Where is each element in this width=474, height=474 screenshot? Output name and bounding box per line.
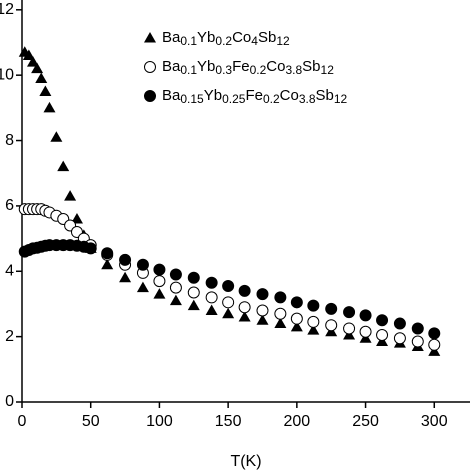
data-point [64,190,77,201]
data-point [307,315,320,328]
data-point [119,253,132,266]
x-tick-label: 300 [421,413,448,430]
data-point [393,317,406,330]
y-tick-label: 0 [5,393,14,410]
data-point [136,281,149,293]
data-point [136,258,149,271]
x-axis-label: T(K) [230,453,261,470]
data-point [256,288,269,301]
x-tick-label: 50 [82,413,100,430]
data-point [205,304,218,315]
data-point [169,281,182,294]
legend-label: Ba0.15Yb0.25Fe0.2Co3.8Sb12 [162,87,348,106]
data-point [35,72,48,83]
data-point [39,85,52,97]
data-point [169,294,182,306]
data-point [50,131,63,142]
data-point [22,49,35,61]
data-point [343,306,356,319]
data-point [411,322,424,335]
data-point [187,271,200,284]
data-point [290,296,303,309]
data-point [325,302,338,315]
data-point [274,291,287,304]
data-point [428,327,441,340]
data-point [307,324,320,335]
data-point [57,160,70,172]
y-tick-label: 2 [5,328,14,345]
data-point [153,275,166,288]
legend-marker [144,61,156,73]
data-point [428,338,441,351]
data-point [187,299,200,311]
data-point [222,296,235,309]
data-point [359,309,372,322]
data-point [187,286,200,299]
data-point [343,322,356,335]
data-point [290,320,303,332]
data-point [43,101,56,113]
y-tick-label: 12 [0,1,14,18]
data-point [84,242,97,255]
data-point [376,329,389,341]
data-point [153,263,166,276]
legend-label: Ba0.1Yb0.3Fe0.2Co3.8Sb12 [162,58,334,77]
data-point [222,307,235,319]
data-point [393,332,406,345]
x-tick-label: 100 [146,413,173,430]
data-point [222,279,235,292]
y-tick-label: 10 [0,66,14,83]
data-point [205,291,218,304]
data-point [256,314,269,325]
data-point [205,276,218,289]
data-point [238,301,251,314]
data-point [274,317,287,329]
data-point [101,247,114,260]
x-tick-label: 150 [215,413,242,430]
x-tick-label: 0 [18,413,27,430]
legend-marker [144,90,156,102]
data-point [274,307,287,320]
x-tick-label: 250 [352,413,379,430]
data-point [119,271,132,283]
data-point [169,268,182,281]
data-point [101,258,114,270]
data-point [26,56,39,67]
data-point [256,304,269,317]
data-point [31,62,44,74]
y-tick-label: 6 [5,197,14,214]
data-point [238,284,251,297]
y-tick-label: 8 [5,132,14,149]
data-point [290,312,303,325]
data-point [411,335,424,348]
data-point [70,212,83,224]
legend-marker [144,32,156,43]
data-point [307,299,320,312]
x-tick-label: 200 [283,413,310,430]
data-point [238,311,251,322]
data-point [376,314,389,327]
data-point [359,325,372,338]
y-tick-label: 4 [5,262,14,279]
legend-label: Ba0.1Yb0.2Co4Sb12 [162,29,290,48]
data-point [153,288,166,299]
data-point [325,319,338,332]
